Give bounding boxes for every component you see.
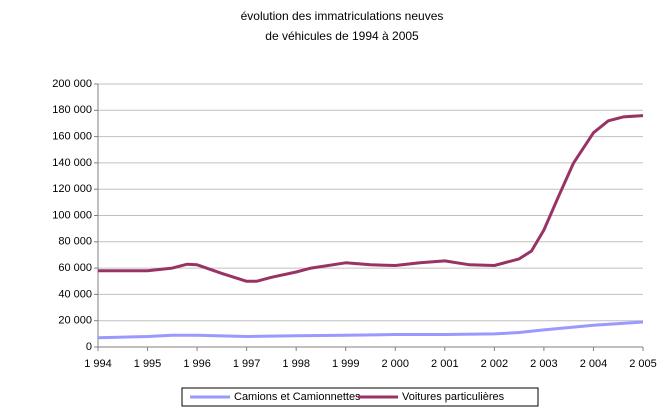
series-line	[98, 114, 644, 283]
legend-label: Voitures particulières	[402, 391, 505, 403]
x-tick-label: 2 002	[481, 358, 509, 370]
chart-title: évolution des immatriculations neuves	[241, 9, 444, 23]
y-tick-label: 120 000	[52, 183, 92, 195]
x-tick-label: 2 003	[530, 358, 558, 370]
y-tick-label: 60 000	[58, 262, 92, 274]
y-tick-label: 40 000	[58, 288, 92, 300]
chart-title: de véhicules de 1994 à 2005	[265, 29, 419, 43]
x-tick-label: 2 001	[431, 358, 459, 370]
x-tick-label: 1 997	[233, 358, 261, 370]
y-tick-label: 100 000	[52, 209, 92, 221]
y-tick-label: 80 000	[58, 236, 92, 248]
y-tick-label: 180 000	[52, 104, 92, 116]
y-tick-label: 160 000	[52, 131, 92, 143]
legend-label: Camions et Camionnettes	[234, 391, 361, 403]
y-tick-label: 200 000	[52, 78, 92, 90]
x-tick-label: 1 994	[84, 358, 112, 370]
x-tick-label: 2 005	[629, 358, 657, 370]
y-tick-label: 140 000	[52, 157, 92, 169]
y-tick-label: 0	[86, 341, 92, 353]
x-tick-label: 2 004	[580, 358, 608, 370]
x-tick-label: 2 000	[382, 358, 410, 370]
y-tick-label: 20 000	[58, 315, 92, 327]
x-tick-label: 1 995	[134, 358, 162, 370]
series-line	[97, 320, 644, 340]
x-tick-label: 1 996	[183, 358, 211, 370]
x-tick-label: 1 998	[282, 358, 310, 370]
x-tick-label: 1 999	[332, 358, 360, 370]
